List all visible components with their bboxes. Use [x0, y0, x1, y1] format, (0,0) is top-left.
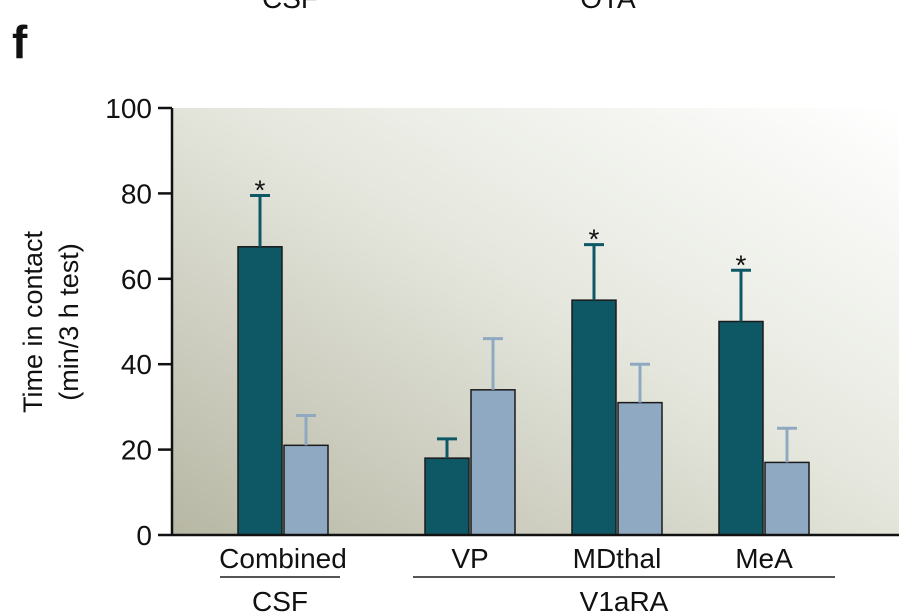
group-label-csf: CSF	[252, 586, 308, 616]
bar-series-2-vp	[470, 389, 516, 536]
group-label-v1ara: V1aRA	[580, 586, 669, 616]
significance-asterisk-mea: *	[736, 249, 747, 280]
y-axis-label-line-1: Time in contact	[18, 230, 48, 413]
bar-series-1-mea	[718, 320, 764, 536]
significance-asterisk-mdthal: *	[589, 224, 600, 255]
y-axis-label-line-2: (min/3 h test)	[54, 243, 84, 401]
bar-series-1-vp	[424, 457, 470, 536]
bar-series-2-combined	[283, 444, 329, 536]
y-tick-label-40: 40	[121, 349, 152, 380]
y-tick-label-20: 20	[121, 435, 152, 466]
category-label-mea: MeA	[735, 543, 793, 574]
bar-series-1-combined	[237, 246, 283, 536]
panel-letter: f	[12, 16, 28, 68]
y-tick-label-0: 0	[136, 520, 152, 551]
top-cropped-label-1: CSF	[262, 0, 318, 14]
y-tick-label-60: 60	[121, 264, 152, 295]
category-label-vp: VP	[451, 543, 488, 574]
bar-series-2-mdthal	[617, 401, 663, 536]
y-tick-label-100: 100	[105, 93, 152, 124]
bar-series-2-mea	[764, 461, 810, 536]
y-tick-label-80: 80	[121, 178, 152, 209]
significance-asterisk-combined: *	[255, 175, 266, 206]
bar-series-1-mdthal	[571, 299, 617, 536]
category-label-mdthal: MDthal	[573, 543, 662, 574]
top-cropped-label-2: OTA	[580, 0, 636, 14]
category-label-combined: Combined	[219, 543, 347, 574]
